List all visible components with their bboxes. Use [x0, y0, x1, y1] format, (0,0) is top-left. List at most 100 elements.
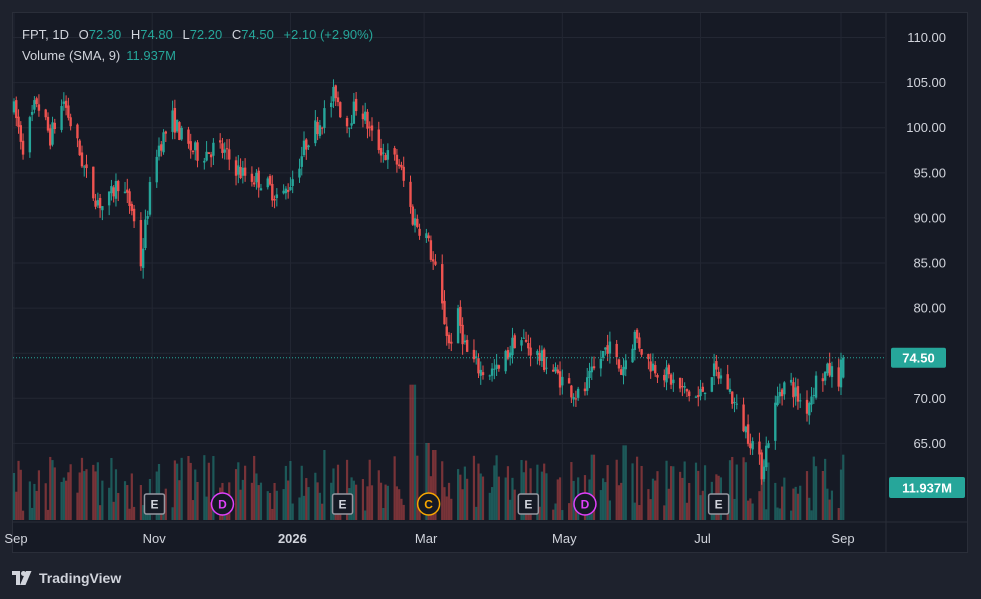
candle-body [633, 331, 637, 350]
volume-bar [450, 498, 453, 520]
candle-body [590, 366, 593, 373]
candle [742, 397, 745, 433]
volume-bar [284, 465, 287, 520]
volume-bar [416, 455, 419, 520]
candle [37, 94, 41, 117]
volume-bar [767, 462, 770, 520]
candle [479, 361, 482, 385]
volume-bar [783, 477, 786, 520]
volume-bar [821, 470, 824, 520]
volume-bar [443, 487, 446, 520]
volume-bar [683, 461, 686, 520]
candle-body [527, 343, 530, 349]
volume-bar [839, 469, 843, 520]
candle [386, 143, 390, 169]
candle [366, 109, 369, 139]
earnings-box [143, 493, 166, 515]
candle-body [805, 399, 809, 414]
candle-body [821, 378, 825, 382]
candle-body [520, 340, 523, 346]
volume-bar [679, 471, 682, 520]
candle-body [561, 376, 564, 386]
legend-interval[interactable]: 1D [52, 27, 69, 42]
volume-bar [824, 458, 827, 520]
chart-pane[interactable] [12, 12, 968, 553]
candle-body [456, 308, 460, 344]
candle [19, 121, 22, 150]
volume-bar [731, 456, 734, 520]
candle-body [735, 403, 738, 405]
candle [728, 378, 732, 395]
candle [789, 372, 793, 386]
legend-symbol[interactable]: FPT [22, 27, 46, 42]
candle [450, 332, 453, 352]
volume-bar [828, 499, 831, 520]
volume-bar [187, 456, 190, 520]
candle [148, 176, 152, 217]
candle-body [418, 228, 421, 236]
candle [234, 156, 238, 186]
candle-body [298, 168, 301, 178]
candle-body [663, 374, 666, 381]
volume-bar [504, 477, 507, 520]
candle [783, 381, 786, 400]
candle-body [726, 374, 729, 390]
volume-bar [649, 499, 652, 520]
close-value: 74.50 [241, 27, 274, 42]
candle-body [203, 160, 206, 163]
candle [123, 181, 127, 194]
volume-bar [282, 489, 285, 520]
candle-body [62, 101, 66, 104]
candle-body [808, 403, 811, 416]
candle-body [472, 349, 476, 360]
candle-body [282, 190, 285, 194]
candle [638, 332, 641, 352]
candle-body [28, 117, 32, 153]
candle-body [339, 102, 342, 118]
candle [445, 317, 448, 346]
candle [110, 179, 113, 201]
volume-bar [799, 485, 802, 520]
volume-bar [699, 495, 702, 520]
grid-lines [13, 13, 885, 520]
candle [130, 201, 134, 216]
candle-body [554, 367, 557, 372]
volume-bar [427, 443, 430, 520]
volume-bar [638, 505, 641, 520]
candle [733, 397, 736, 413]
volume-bar [110, 457, 113, 520]
volume-bar [760, 471, 763, 520]
candle [685, 388, 689, 398]
candle [520, 337, 523, 352]
candle-body [212, 142, 215, 156]
candle-body [300, 156, 303, 167]
volume-bar [749, 498, 752, 520]
candle [53, 118, 56, 134]
open-value: 72.30 [88, 27, 122, 42]
candle [683, 382, 686, 394]
volume-bar [53, 467, 56, 520]
volume-bar [382, 507, 385, 520]
tradingview-logo[interactable]: TradingView [12, 568, 121, 588]
volume-bar [475, 506, 478, 520]
volume-bar [538, 506, 541, 520]
volume-bar [441, 461, 444, 520]
candle-body [620, 369, 623, 375]
volume-bar [298, 497, 301, 520]
candle-body [776, 396, 779, 406]
volume-bar [747, 500, 750, 520]
candle-body [699, 388, 702, 397]
candle-body [751, 441, 754, 450]
volume-bar [481, 476, 485, 520]
candle [187, 126, 190, 149]
candle [203, 157, 206, 170]
volume-bar [742, 457, 745, 520]
candle [712, 353, 716, 385]
candle [640, 348, 643, 358]
candle-body [379, 148, 383, 156]
volume-bar [774, 482, 777, 520]
volume-bar [364, 510, 367, 520]
candle-body [393, 148, 396, 155]
volume-label[interactable]: Volume (SMA, 9) [22, 48, 121, 63]
